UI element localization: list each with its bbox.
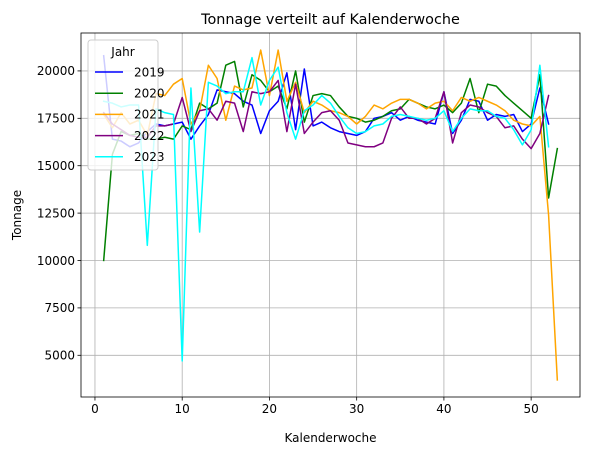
legend-label-2019: 2019 (134, 65, 165, 79)
y-tick-label: 5000 (44, 349, 75, 363)
x-tick-label: 30 (349, 402, 364, 416)
y-tick-label: 15000 (37, 159, 75, 173)
y-tick-label: 12500 (37, 206, 75, 220)
x-tick-label: 20 (262, 402, 277, 416)
axis-ticks: 0 10 20 30 40 50 5000 7500 10000 12500 15000 17500 2… (37, 64, 539, 416)
legend-label-2022: 2022 (134, 129, 165, 143)
series-line-2023 (102, 56, 550, 362)
series-line-2020 (102, 60, 559, 262)
x-axis-label: Kalenderwoche (284, 431, 376, 445)
legend: Jahr 2019 2020 2021 2022 2023 (87, 39, 165, 171)
y-tick-label: 7500 (44, 301, 75, 315)
axes-frame (80, 32, 581, 398)
x-tick-label: 0 (91, 402, 99, 416)
legend-label-2021: 2021 (134, 108, 165, 122)
x-tick-label: 50 (524, 402, 539, 416)
series-line-2019 (102, 54, 550, 148)
y-axis-label: Tonnage (10, 190, 24, 241)
legend-label-2023: 2023 (134, 150, 165, 164)
x-tick-label: 10 (175, 402, 190, 416)
legend-label-2020: 2020 (134, 87, 165, 101)
series-lines (102, 49, 559, 381)
legend-entries: 2019 2020 2021 2022 2023 (95, 65, 165, 164)
x-tick-label: 40 (436, 402, 451, 416)
chart-title: Tonnage verteilt auf Kalenderwoche (200, 12, 460, 28)
y-tick-label: 20000 (37, 64, 75, 78)
legend-title: Jahr (110, 45, 134, 59)
y-tick-label: 17500 (37, 112, 75, 126)
y-tick-label: 10000 (37, 254, 75, 268)
series-line-2022 (102, 79, 550, 150)
